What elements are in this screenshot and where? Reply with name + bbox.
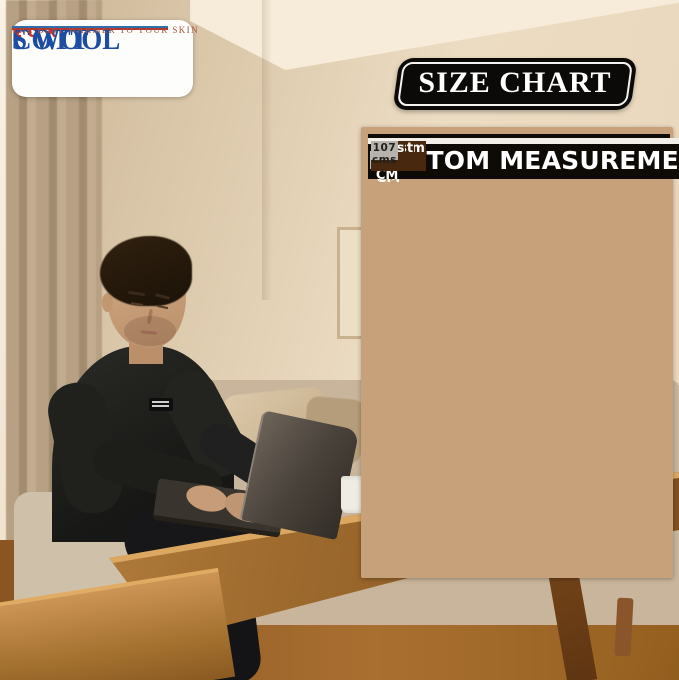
brand-tagline: THE BEST WARMER TO YOUR SKIN: [12, 25, 199, 35]
garment-brand-label: [149, 398, 173, 411]
bottom-measurements-table: Size Size In CM Length Inseam Waist Hips…: [368, 138, 679, 183]
cell-hips: 107 cms: [371, 141, 398, 166]
measurements-panel: TOP MEASUREMENTS Size Size In CM Length …: [361, 127, 679, 578]
logo-blue-rule: [12, 26, 168, 28]
wall-corner-shadow: [262, 0, 272, 300]
logo-red-rule: [12, 28, 168, 30]
brand-logo-apostrophe: ’: [12, 22, 21, 56]
badge-title: SIZE CHART: [418, 66, 612, 99]
size-chart-badge: SIZE CHART: [392, 58, 638, 110]
brand-logo-card: LUX COTT’ S WOOL THE BEST WARMER TO YOUR …: [12, 20, 198, 97]
picture-frame: [337, 227, 365, 339]
man-ear: [102, 293, 113, 312]
man-hair: [100, 236, 192, 306]
